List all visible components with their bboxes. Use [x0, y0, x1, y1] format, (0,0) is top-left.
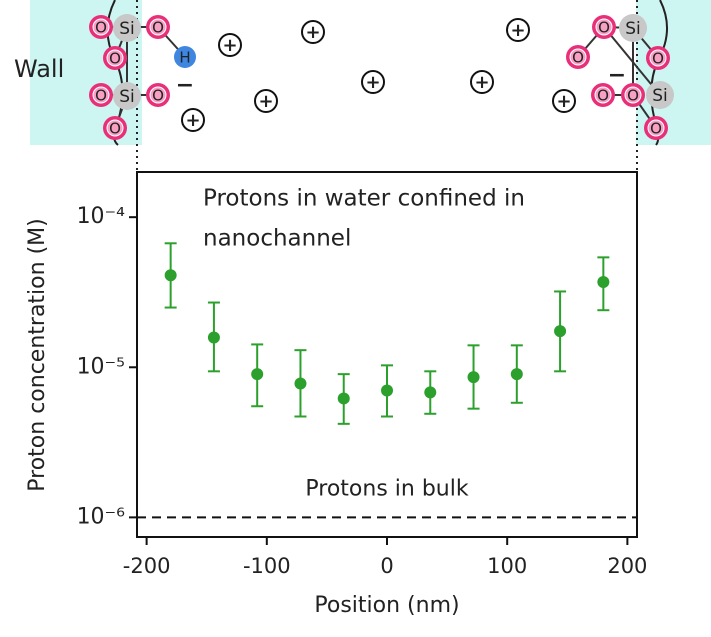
x-tick-label: -200 — [123, 554, 171, 578]
x-tick-label: -100 — [243, 554, 291, 578]
atom — [647, 119, 665, 137]
ion — [254, 89, 278, 113]
atom-label: O — [650, 120, 662, 138]
y-axis-label: Proton concentration (M) — [25, 218, 50, 491]
atom — [569, 48, 587, 66]
x-tick-label: 100 — [487, 554, 527, 578]
atom — [649, 49, 667, 67]
ion-label: + — [474, 72, 489, 93]
x-tick-label: 200 — [607, 554, 647, 578]
data-point — [164, 269, 177, 282]
atom — [113, 14, 141, 42]
atom — [106, 49, 124, 67]
atom — [106, 119, 124, 137]
data-point — [381, 384, 393, 397]
ion — [301, 20, 325, 44]
ion — [181, 108, 205, 132]
ion-label: + — [258, 91, 273, 112]
data-point — [294, 377, 307, 390]
ion-label: + — [365, 72, 380, 93]
atom-label: O — [109, 120, 121, 138]
atom-label: Si — [652, 86, 668, 106]
atom — [113, 82, 141, 110]
atom-label: Si — [119, 19, 135, 39]
x-axis-label: Position (nm) — [314, 593, 459, 618]
atom-label: O — [95, 19, 107, 37]
atom-label: O — [652, 50, 664, 68]
x-tick-label: 0 — [380, 554, 393, 578]
atom-label: H — [179, 49, 190, 67]
atom-label: Si — [625, 19, 641, 39]
ion — [552, 89, 576, 113]
data-point — [467, 371, 480, 384]
atom-label: O — [152, 87, 164, 105]
atom — [595, 18, 613, 36]
ion — [361, 70, 385, 94]
atom-label: O — [597, 87, 609, 105]
ion-label: + — [185, 110, 200, 131]
annotation: nanochannel — [203, 226, 351, 252]
y-tick-label: 10⁻⁴ — [77, 204, 126, 229]
data-point — [554, 325, 567, 338]
reference-label: Protons in bulk — [305, 476, 468, 501]
ion-label: + — [222, 35, 237, 56]
atom-label: O — [598, 19, 610, 37]
atom-label: O — [627, 87, 639, 105]
ion — [506, 18, 530, 42]
y-tick-label: 10⁻⁵ — [77, 354, 125, 379]
data-point — [424, 386, 437, 399]
data-point — [251, 368, 264, 381]
ion — [470, 70, 494, 94]
charge-label: − — [176, 73, 194, 98]
data-point — [337, 392, 350, 405]
data-point — [207, 331, 220, 344]
wall-label: Wall — [14, 55, 64, 83]
y-tick-label: 10⁻⁶ — [77, 504, 126, 529]
data-point — [510, 368, 523, 381]
ion — [218, 33, 242, 57]
atom-label: Si — [119, 87, 135, 107]
atom-label: O — [95, 87, 107, 105]
atom — [92, 18, 110, 36]
atom — [594, 86, 612, 104]
atom — [174, 46, 196, 68]
ion-label: + — [510, 20, 525, 41]
ion-label: + — [305, 22, 320, 43]
atom — [149, 18, 167, 36]
atom — [624, 86, 642, 104]
charge-label: − — [608, 63, 626, 88]
atom-label: O — [572, 49, 584, 67]
ion-label: + — [556, 91, 571, 112]
annotation: Protons in water confined in — [203, 186, 525, 212]
atom-label: O — [152, 19, 164, 37]
atom — [149, 86, 167, 104]
data-point — [597, 275, 610, 288]
atom — [646, 81, 674, 109]
atom — [92, 86, 110, 104]
atom — [619, 14, 647, 42]
atom-label: O — [109, 50, 121, 68]
